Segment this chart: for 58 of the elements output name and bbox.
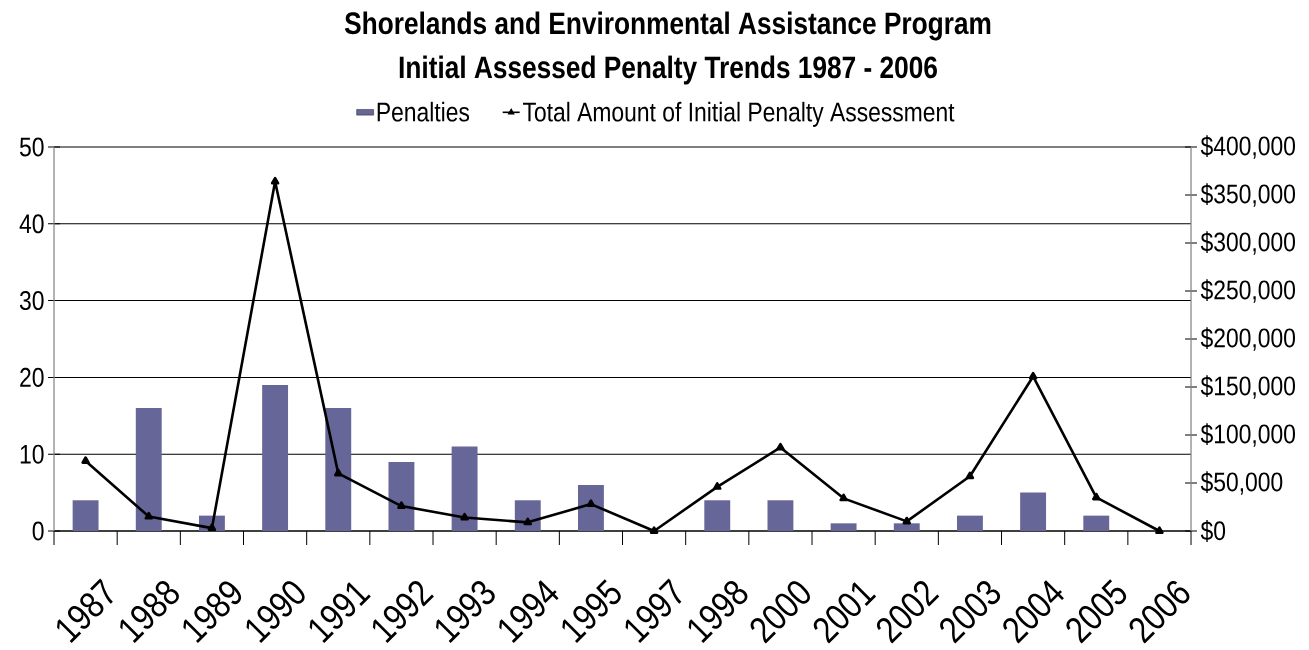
bar (704, 500, 731, 532)
point (776, 442, 785, 451)
bar (830, 523, 857, 532)
x-tick-label: 2001 (813, 582, 877, 644)
point (334, 468, 343, 477)
point (1092, 492, 1101, 501)
y2-tick-label: $100,000 (1200, 423, 1295, 447)
y-tick-label: 40 (19, 214, 44, 234)
point (460, 513, 469, 521)
point (397, 501, 406, 510)
point (1028, 371, 1038, 380)
bar (577, 485, 604, 532)
point (81, 456, 90, 465)
y-tick-label: 0 (32, 521, 44, 541)
bar (1083, 515, 1110, 532)
point (649, 526, 659, 535)
y2-tick-label: $400,000 (1200, 135, 1295, 159)
y2-tick-label: $0 (1200, 520, 1226, 543)
bar (262, 385, 289, 532)
point (523, 517, 533, 526)
y2-tick-label: $150,000 (1200, 375, 1295, 399)
bar (767, 500, 794, 532)
point (270, 177, 280, 185)
bar (135, 408, 162, 532)
x-tick-label: 1992 (372, 581, 434, 644)
x-tick-label: 1989 (183, 581, 242, 644)
bar (72, 500, 99, 532)
point (586, 499, 596, 508)
point (144, 512, 153, 520)
x-tick-label: 1988 (120, 581, 179, 644)
x-tick-label: 1993 (436, 581, 495, 644)
bar (388, 462, 415, 532)
chart-subtitle: Initial Assessed Penalty Trends 1987 - 2006 (399, 55, 937, 85)
point (839, 493, 848, 502)
bar (893, 523, 920, 532)
y-tick-label: 30 (19, 291, 44, 311)
bar (1020, 492, 1047, 532)
point (1155, 526, 1164, 535)
y-tick-label: 50 (19, 137, 44, 157)
y2-tick-label: $200,000 (1200, 327, 1295, 351)
bar (956, 515, 983, 532)
y2-tick-label: $300,000 (1200, 231, 1295, 255)
x-tick-label: 1998 (688, 581, 748, 644)
y2-tick-label: $50,000 (1200, 471, 1283, 495)
point (713, 482, 722, 491)
chart-title: Shorelands and Environmental Assistance Program (344, 11, 991, 41)
x-tick-label: 1991 (309, 582, 371, 644)
x-tick-label: 1990 (246, 581, 305, 644)
point (965, 471, 975, 480)
point (902, 516, 912, 525)
legend-label: Total Amount of Initial Penalty Assessment (523, 102, 955, 128)
legend-label: Penalties (377, 102, 470, 122)
bar (325, 408, 352, 532)
y2-tick-label: $250,000 (1200, 279, 1295, 303)
bar (451, 446, 478, 532)
y-tick-label: 20 (20, 368, 44, 388)
y2-tick-label: $350,000 (1200, 183, 1295, 207)
y-tick-label: 10 (20, 444, 44, 464)
